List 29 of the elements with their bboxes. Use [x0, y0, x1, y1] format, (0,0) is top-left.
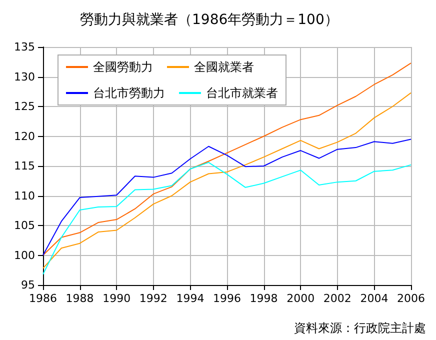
chart-title: 勞動力與就業者（1986年勞動力＝100） [80, 12, 338, 28]
x-tick-label: 1992 [139, 292, 168, 305]
line-series [42, 162, 412, 275]
x-tick-label: 1994 [176, 292, 204, 305]
y-tick-label: 110 [14, 189, 35, 202]
y-tick-label: 100 [14, 248, 35, 262]
source-note: 資料來源：行政院主計處 [294, 321, 426, 335]
x-tick-label: 2004 [360, 292, 388, 305]
x-tick-label: 1998 [250, 292, 278, 305]
legend-label: 全國就業者 [194, 60, 254, 74]
legend-label: 台北市勞動力 [93, 86, 165, 100]
line-series [42, 62, 412, 256]
x-tick-label: 2002 [323, 292, 352, 305]
y-tick-label: 105 [14, 219, 35, 232]
legend-label: 台北市就業者 [206, 86, 278, 100]
line-series [42, 138, 412, 256]
y-tick-label: 95 [21, 278, 35, 292]
x-tick-label: 2000 [286, 292, 315, 305]
x-tick-label: 1986 [29, 292, 57, 305]
y-tick-label: 130 [14, 70, 35, 84]
x-tick-label: 1990 [102, 292, 131, 305]
y-tick-label: 115 [14, 160, 35, 172]
x-tick-label: 1996 [213, 292, 241, 305]
y-tick-label: 120 [14, 130, 35, 143]
x-tick-label: 1988 [66, 292, 94, 305]
y-tick-label: 125 [14, 100, 35, 113]
legend-label: 全國勞動力 [93, 60, 153, 74]
y-tick-label: 135 [14, 40, 35, 54]
x-tick-label: 2006 [397, 292, 425, 305]
